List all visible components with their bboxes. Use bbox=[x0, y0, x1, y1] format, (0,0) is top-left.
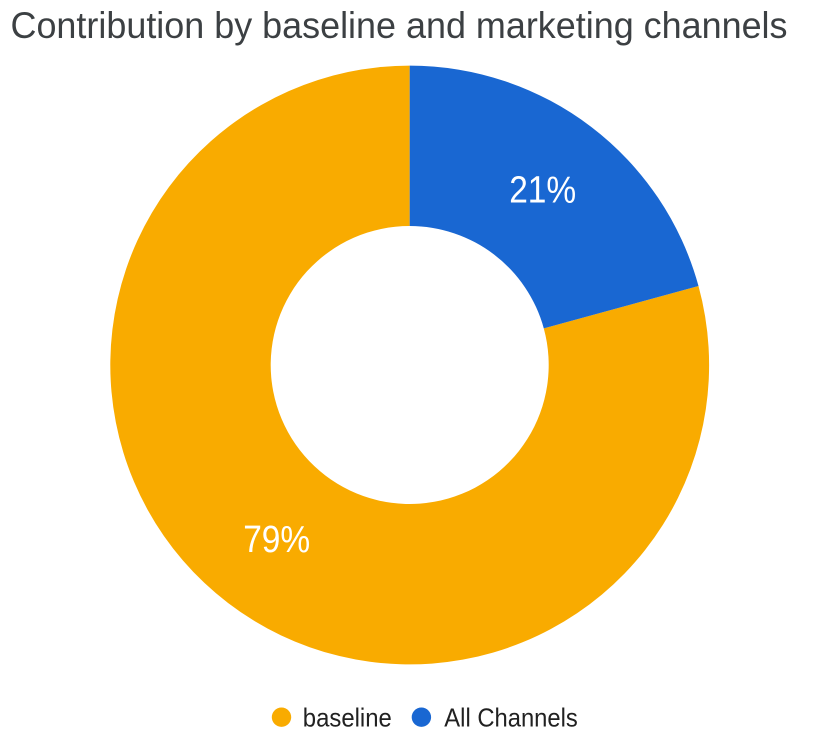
svg-text:79%: 79% bbox=[243, 519, 310, 561]
svg-text:All Channels: All Channels bbox=[444, 702, 578, 732]
svg-text:baseline: baseline bbox=[303, 702, 392, 732]
svg-text:21%: 21% bbox=[509, 170, 576, 212]
svg-text:Contribution by baseline and m: Contribution by baseline and marketing c… bbox=[11, 5, 788, 46]
